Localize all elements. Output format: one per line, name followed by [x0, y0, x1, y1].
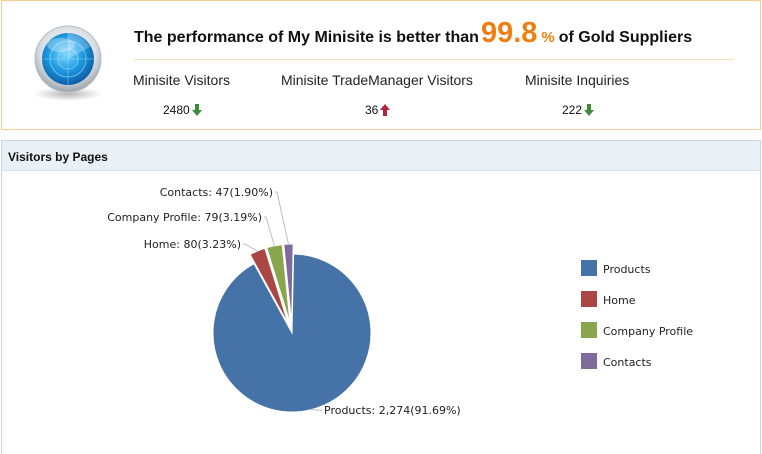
trend-up-icon — [380, 104, 391, 116]
performance-headline: The performance of My Minisite is better… — [134, 15, 734, 55]
legend-item-products[interactable]: Products — [603, 263, 651, 276]
legend-swatch — [581, 260, 597, 276]
radar-icon — [34, 25, 102, 101]
pie-slice-products[interactable] — [212, 253, 372, 413]
legend-item-home[interactable]: Home — [603, 294, 636, 307]
metric-minisite-inquiries: Minisite Inquiries 222 — [525, 72, 630, 117]
pie-chart: Products: 2,274(91.69%) Home: 80(3.23%) Co… — [107, 186, 693, 417]
performance-summary-panel: The performance of My Minisite is better… — [1, 0, 761, 130]
legend-swatch — [581, 353, 597, 369]
summary-divider — [134, 59, 734, 60]
data-label-contacts: Contacts: 47(1.90%) — [160, 186, 273, 199]
pie-slice-home[interactable] — [249, 247, 289, 325]
metric-label: Minisite TradeManager Visitors — [281, 72, 473, 88]
metric-label: Minisite Inquiries — [525, 72, 630, 88]
metric-minisite-visitors: Minisite Visitors 2480 — [133, 72, 230, 117]
metric-number: 36 — [365, 103, 379, 117]
pie-slice-contacts[interactable] — [283, 243, 294, 324]
metric-value: 36 — [365, 103, 391, 117]
data-label-products: Products: 2,274(91.69%) — [324, 404, 461, 417]
metric-number: 2480 — [163, 103, 190, 117]
headline-unit: % — [541, 29, 555, 46]
visitors-by-pages-panel: Visitors by Pages Products: 2,274(91.69%… — [1, 140, 761, 454]
legend-item-contacts[interactable]: Contacts — [603, 356, 652, 369]
data-label-connector — [243, 243, 258, 252]
legend-item-company-profile[interactable]: Company Profile — [603, 325, 693, 338]
trend-down-icon — [191, 104, 202, 116]
data-label-company-profile: Company Profile: 79(3.19%) — [107, 211, 262, 224]
data-label-connector — [264, 216, 275, 246]
data-label-home: Home: 80(3.23%) — [144, 238, 241, 251]
legend-swatch — [581, 322, 597, 338]
metric-label: Minisite Visitors — [133, 72, 230, 88]
data-label-connector — [275, 191, 289, 245]
metric-number: 222 — [562, 103, 583, 117]
panel-title: Visitors by Pages — [2, 141, 760, 171]
headline-prefix: The performance of My Minisite is better… — [134, 29, 479, 46]
headline-value: 99.8 — [480, 17, 538, 49]
metric-value: 2480 — [163, 103, 202, 117]
metric-trademanager-visitors: Minisite TradeManager Visitors 36 — [281, 72, 473, 117]
metric-value: 222 — [562, 103, 595, 117]
headline-suffix: of Gold Suppliers — [558, 29, 693, 46]
legend-swatch — [581, 291, 597, 307]
trend-down-icon — [584, 104, 595, 116]
